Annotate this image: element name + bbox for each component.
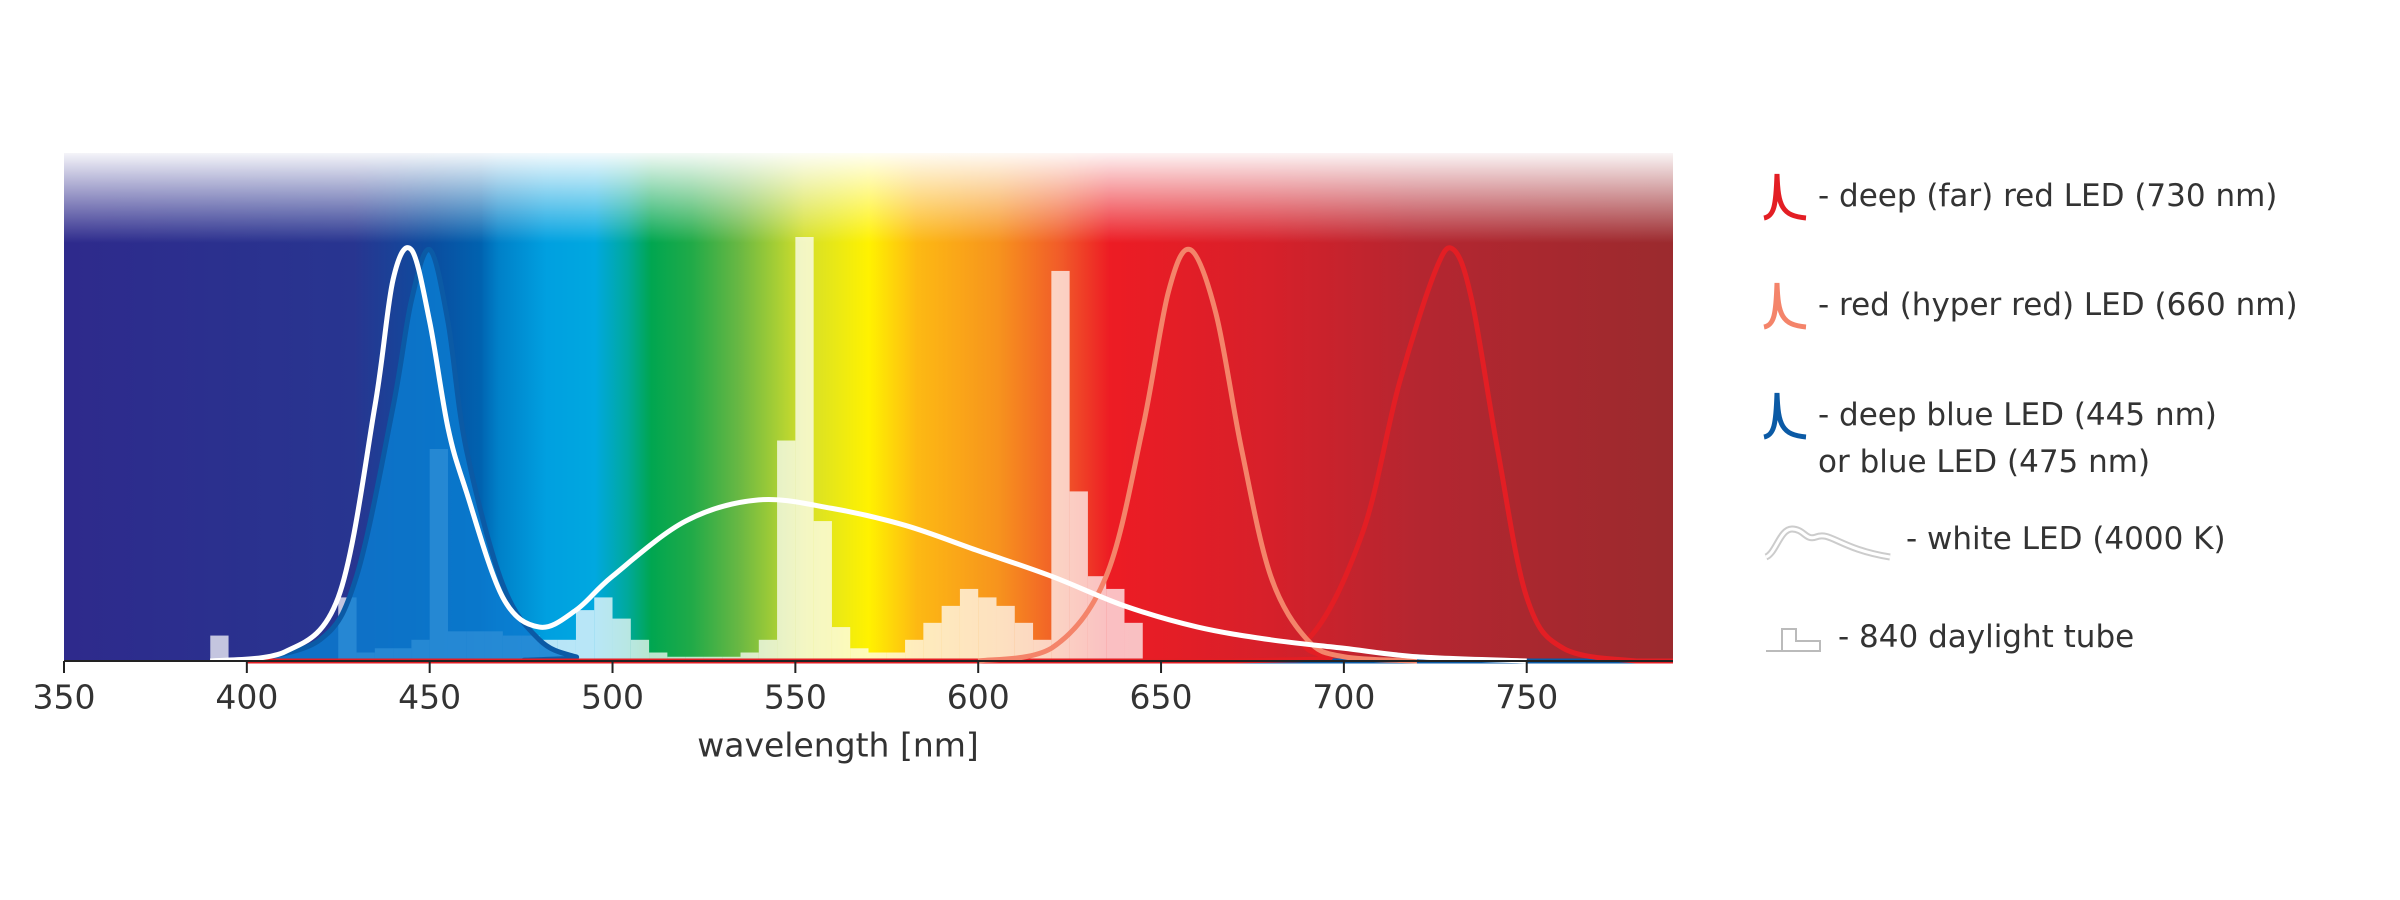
histogram-bar: [813, 521, 832, 661]
legend-label: - deep blue LED (445 nm) or blue LED (47…: [1818, 397, 2217, 480]
series-line: [209, 245, 1527, 664]
spectrum-fade: [64, 153, 1673, 243]
histogram-bar: [594, 597, 613, 661]
x-tick-label: 450: [398, 678, 461, 717]
histogram-bar: [886, 652, 906, 661]
histogram-bar: [630, 639, 650, 661]
legend-icon: [1766, 628, 1821, 652]
legend-icon-shape: [1763, 282, 1807, 330]
histogram-bar: [978, 597, 997, 661]
x-tick-label: 700: [1312, 678, 1375, 717]
histogram-bar: [905, 639, 924, 661]
x-tick-label: 600: [947, 678, 1010, 717]
legend-icon: [1763, 173, 1807, 221]
legend-icon: [1764, 525, 1891, 561]
x-tick-label: 750: [1495, 678, 1558, 717]
histogram-bar: [996, 605, 1015, 661]
histogram-bar: [1051, 270, 1070, 661]
legend-label: - white LED (4000 K): [1906, 521, 2226, 557]
histogram-bar: [1124, 622, 1143, 661]
histogram-bar: [758, 639, 778, 661]
histogram-bar: [1014, 622, 1034, 661]
x-axis-label: wavelength [nm]: [697, 726, 979, 765]
x-tick-label: 650: [1130, 678, 1193, 717]
x-tick-label: 400: [215, 678, 278, 717]
histogram-bar: [575, 610, 595, 661]
legend-label: - red (hyper red) LED (660 nm): [1818, 287, 2298, 323]
legend-label: - 840 daylight tube: [1838, 619, 2135, 655]
histogram-bar: [1106, 588, 1125, 661]
legend-icon-shape: [1765, 527, 1891, 559]
histogram-bar: [777, 440, 796, 661]
histogram-bar: [795, 237, 814, 661]
legend-icon-shape: [1763, 392, 1807, 440]
histogram-bar: [959, 588, 979, 661]
legend-icon-shape: [1763, 173, 1807, 221]
histogram-bar: [1069, 491, 1088, 661]
histogram-bar: [941, 605, 960, 661]
histogram-bar: [831, 627, 851, 661]
x-tick-label: 550: [764, 678, 827, 717]
histogram-bar: [649, 652, 668, 661]
plot: 350 400 450 500 550 600 650 700 750: [33, 237, 1673, 717]
histogram-bar: [923, 622, 942, 661]
histogram-bar: [850, 648, 869, 661]
histogram-bar: [1087, 576, 1107, 661]
histogram-bar: [740, 652, 759, 661]
series-area: [246, 249, 1673, 661]
legend-icon-shape: [1766, 628, 1821, 652]
legend-icon: [1763, 282, 1807, 330]
legend-label: - deep (far) red LED (730 nm): [1818, 178, 2278, 214]
x-tick-label: 350: [33, 678, 96, 717]
histogram-bar: [210, 635, 229, 661]
histogram-bar: [868, 652, 887, 661]
x-tick-label: 500: [581, 678, 644, 717]
histogram-bar: [612, 618, 631, 661]
legend-icon: [1763, 392, 1807, 440]
series-line: [977, 246, 1418, 664]
